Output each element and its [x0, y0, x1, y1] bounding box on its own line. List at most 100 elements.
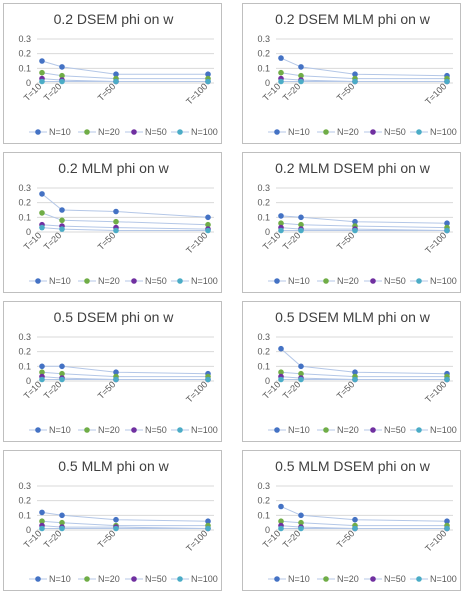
legend-marker	[323, 427, 329, 433]
data-point	[205, 71, 211, 77]
x-tick-label: T=20	[281, 379, 303, 401]
legend-marker	[274, 576, 280, 582]
series-line	[41, 224, 209, 230]
data-point	[59, 370, 65, 377]
data-point	[352, 369, 358, 375]
legend-marker	[370, 129, 376, 135]
legend-marker	[84, 576, 90, 582]
x-tick-label: T=50	[96, 379, 118, 401]
series-line	[280, 520, 447, 527]
x-tick-label: T=20	[42, 230, 64, 252]
data-point	[278, 69, 284, 76]
chart-title: 0.2 MLM DSEM phi on w	[275, 160, 431, 176]
chart-panel: 0.5 MLM phi on w 0 0.1 0.2 0.3 T=10 T=20 T=50 T=…	[3, 450, 222, 591]
data-point	[39, 363, 45, 370]
data-point	[113, 218, 119, 225]
data-point	[352, 376, 358, 383]
line-chart: 0.2 DSEM phi on w 0 0.1 0.2 0.3 T=10T=20 T=50 T…	[18, 11, 217, 137]
y-tick-label: 0	[26, 376, 31, 386]
x-tick-label: T=100	[423, 81, 448, 106]
legend-marker	[370, 576, 376, 582]
line-chart: 0.5 MLM phi on w 0 0.1 0.2 0.3 T=10T=20 T=50 T=…	[18, 458, 217, 584]
line-chart: 0.2 DSEM MLM phi on w 0 0.1 0.2 0.3 T=10T=20 T…	[257, 11, 457, 137]
y-tick-label: 0.1	[18, 212, 31, 222]
legend-label: N=50	[384, 127, 406, 137]
x-tick-label: T=20	[281, 528, 303, 550]
line-chart: 0.5 DSEM phi on w 0 0.1 0.2 0.3 T=10T=20 T=50 T…	[18, 309, 217, 435]
x-tick-label: T=50	[96, 81, 118, 103]
data-point	[278, 376, 284, 383]
y-tick-label: 0.1	[18, 361, 31, 371]
data-point	[444, 78, 450, 85]
legend-marker	[370, 427, 376, 433]
legend-marker	[274, 278, 280, 284]
data-point	[113, 208, 119, 215]
legend-marker	[274, 129, 280, 135]
x-tick-label: T=100	[184, 379, 209, 404]
data-point	[59, 363, 65, 370]
series-line	[280, 72, 447, 80]
legend-marker	[177, 576, 183, 582]
y-tick-label: 0	[265, 376, 270, 386]
data-point	[298, 525, 304, 532]
legend-marker	[35, 427, 41, 433]
data-point	[113, 525, 119, 532]
y-tick-label: 0.2	[18, 198, 31, 208]
x-tick-label: T=100	[423, 379, 448, 404]
y-tick-label: 0.3	[18, 481, 31, 491]
y-tick-label: 0.3	[18, 332, 31, 342]
legend-marker	[370, 278, 376, 284]
data-point	[39, 518, 45, 524]
data-point	[205, 214, 211, 221]
x-tick-label: T=50	[335, 230, 357, 252]
series-line	[280, 222, 448, 229]
data-point	[39, 376, 45, 383]
data-point	[59, 525, 65, 532]
series-line	[280, 215, 448, 224]
data-point	[278, 525, 284, 532]
legend-label: N=10	[288, 425, 310, 435]
y-tick-label: 0.2	[257, 198, 270, 208]
x-tick-label: T=50	[96, 528, 118, 550]
legend-label: N=50	[384, 425, 406, 435]
series-line	[41, 511, 209, 522]
data-point	[113, 78, 119, 85]
y-tick-label: 0.2	[18, 49, 31, 59]
data-point	[444, 518, 450, 524]
data-point	[278, 78, 284, 85]
legend-label: N=100	[430, 127, 457, 137]
data-point	[39, 210, 45, 216]
y-tick-label: 0.1	[257, 510, 270, 520]
legend-marker	[416, 576, 422, 582]
x-tick-label: T=20	[281, 230, 303, 252]
data-point	[278, 503, 284, 510]
data-point	[278, 227, 284, 234]
data-point	[444, 525, 450, 532]
y-tick-label: 0	[26, 525, 31, 535]
data-point	[298, 519, 304, 526]
y-tick-label: 0.3	[257, 34, 270, 44]
data-point	[298, 72, 304, 79]
data-point	[298, 64, 304, 70]
data-point	[444, 220, 450, 226]
legend-label: N=10	[49, 276, 71, 286]
data-point	[444, 376, 450, 383]
chart-panel: 0.2 MLM phi on w 0 0.1 0.2 0.3 T=10 T=20 T=50 T=…	[3, 152, 222, 293]
legend-marker	[84, 278, 90, 284]
data-point	[39, 78, 45, 85]
data-point	[113, 71, 119, 77]
legend-label: N=20	[337, 574, 359, 584]
legend-label: N=50	[145, 276, 167, 286]
legend-label: N=20	[98, 127, 120, 137]
series-line	[280, 227, 448, 231]
legend-marker	[35, 129, 41, 135]
series-line	[280, 506, 448, 522]
data-point	[298, 221, 304, 228]
data-point	[205, 78, 211, 85]
line-chart: 0.2 MLM phi on w 0 0.1 0.2 0.3 T=10T=20 T=50 T=…	[18, 160, 217, 286]
x-tick-label: T=10	[22, 230, 44, 252]
data-point	[278, 55, 284, 61]
data-point	[205, 518, 211, 524]
legend-marker	[416, 129, 422, 135]
legend-marker	[416, 427, 422, 433]
